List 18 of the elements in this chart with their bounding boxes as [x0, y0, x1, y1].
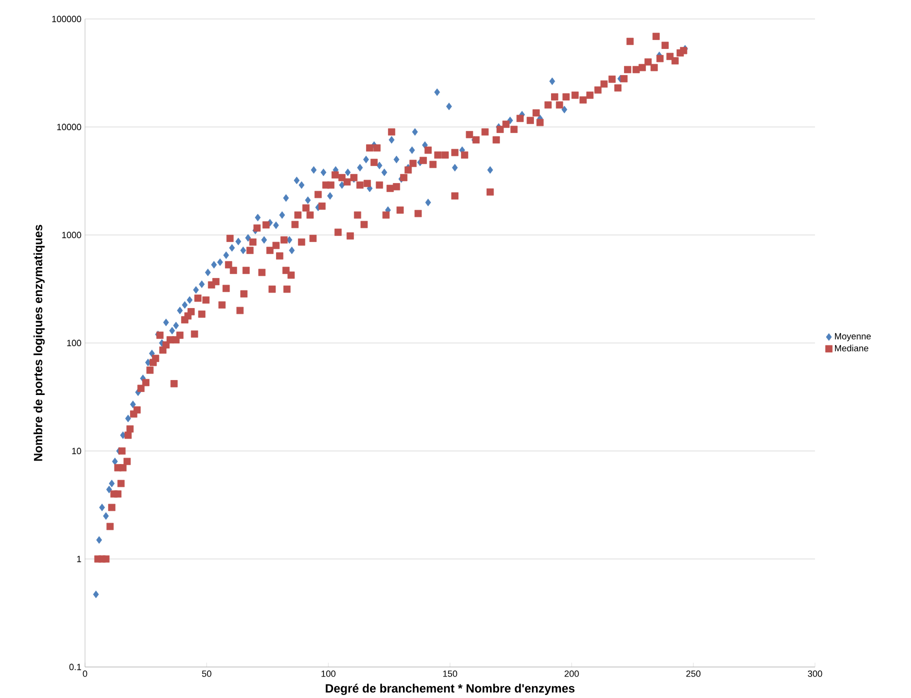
x-axis-title: Degré de branchement * Nombre d'enzymes: [326, 684, 574, 695]
y-tick-label: 0.1: [69, 664, 82, 670]
x-tick-label: 250: [686, 670, 700, 677]
y-tick-label: 100000: [52, 16, 82, 22]
x-tick-label: 200: [564, 670, 579, 677]
y-tick-label: 10000: [57, 124, 82, 130]
y-tick-label: 100: [67, 340, 82, 346]
y-axis-title: Nombre de portes logiques enzymatiques: [34, 224, 45, 461]
legend-label: Moyenne: [835, 333, 871, 342]
y-tick-label: 10: [72, 448, 82, 454]
x-tick-label: 150: [443, 670, 458, 677]
y-tick-label: 1000: [62, 232, 82, 238]
y-tick-label: 1: [77, 556, 82, 562]
x-tick-label: 0: [82, 670, 88, 677]
legend-label: Mediane: [835, 344, 868, 352]
x-tick-label: 300: [808, 670, 822, 677]
x-tick-label: 50: [202, 670, 212, 677]
x-tick-label: 100: [322, 670, 336, 677]
